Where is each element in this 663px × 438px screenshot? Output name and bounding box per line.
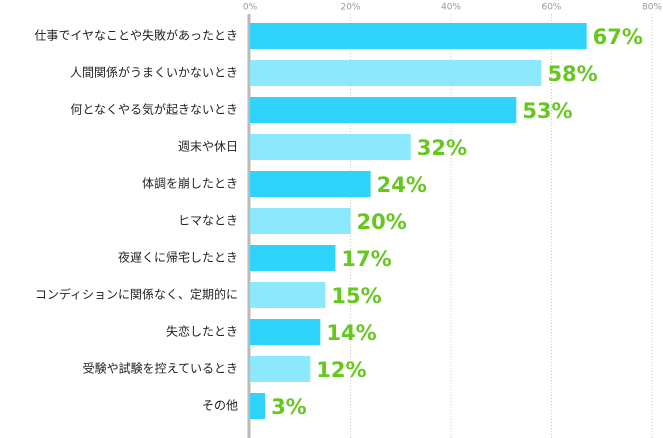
value-label: 20% — [357, 210, 407, 234]
value-label: 53% — [522, 99, 572, 123]
category-label: その他 — [202, 399, 238, 413]
x-tick-label: 0% — [243, 3, 258, 13]
category-label: 週末や休日 — [178, 140, 238, 154]
category-label: コンディションに関係なく、定期的に — [35, 287, 238, 302]
value-label: 3% — [271, 395, 307, 419]
value-label: 15% — [331, 284, 381, 308]
bar — [250, 97, 517, 123]
bar — [250, 23, 587, 49]
x-tick-label: 40% — [441, 3, 461, 13]
value-label: 14% — [326, 321, 376, 345]
bar — [250, 208, 351, 234]
category-label: 仕事でイヤなことや失敗があったとき — [34, 28, 238, 43]
bar — [250, 134, 411, 160]
value-label: 24% — [377, 173, 427, 197]
bar — [250, 356, 311, 382]
value-label: 58% — [547, 62, 597, 86]
bar — [250, 245, 336, 271]
bar — [250, 171, 371, 197]
category-label: ヒマなとき — [178, 214, 238, 228]
bar — [250, 319, 321, 345]
x-tick-label: 60% — [541, 3, 561, 13]
category-label: 人間関係がうまくいかないとき — [70, 65, 238, 80]
value-label: 32% — [417, 136, 467, 160]
value-label: 17% — [341, 247, 391, 271]
bar — [250, 282, 326, 308]
x-tick-label: 20% — [340, 3, 360, 13]
category-label: 受験や試験を控えているとき — [83, 361, 238, 376]
category-label: 失恋したとき — [166, 324, 238, 339]
bar — [250, 60, 542, 86]
value-label: 12% — [316, 358, 366, 382]
category-label: 体調を崩したとき — [142, 177, 238, 191]
bar — [250, 393, 266, 419]
x-tick-label: 80% — [642, 3, 662, 13]
category-label: 何となくやる気が起きないとき — [70, 102, 238, 117]
value-label: 67% — [593, 25, 643, 49]
category-label: 夜遅くに帰宅したとき — [118, 250, 238, 265]
